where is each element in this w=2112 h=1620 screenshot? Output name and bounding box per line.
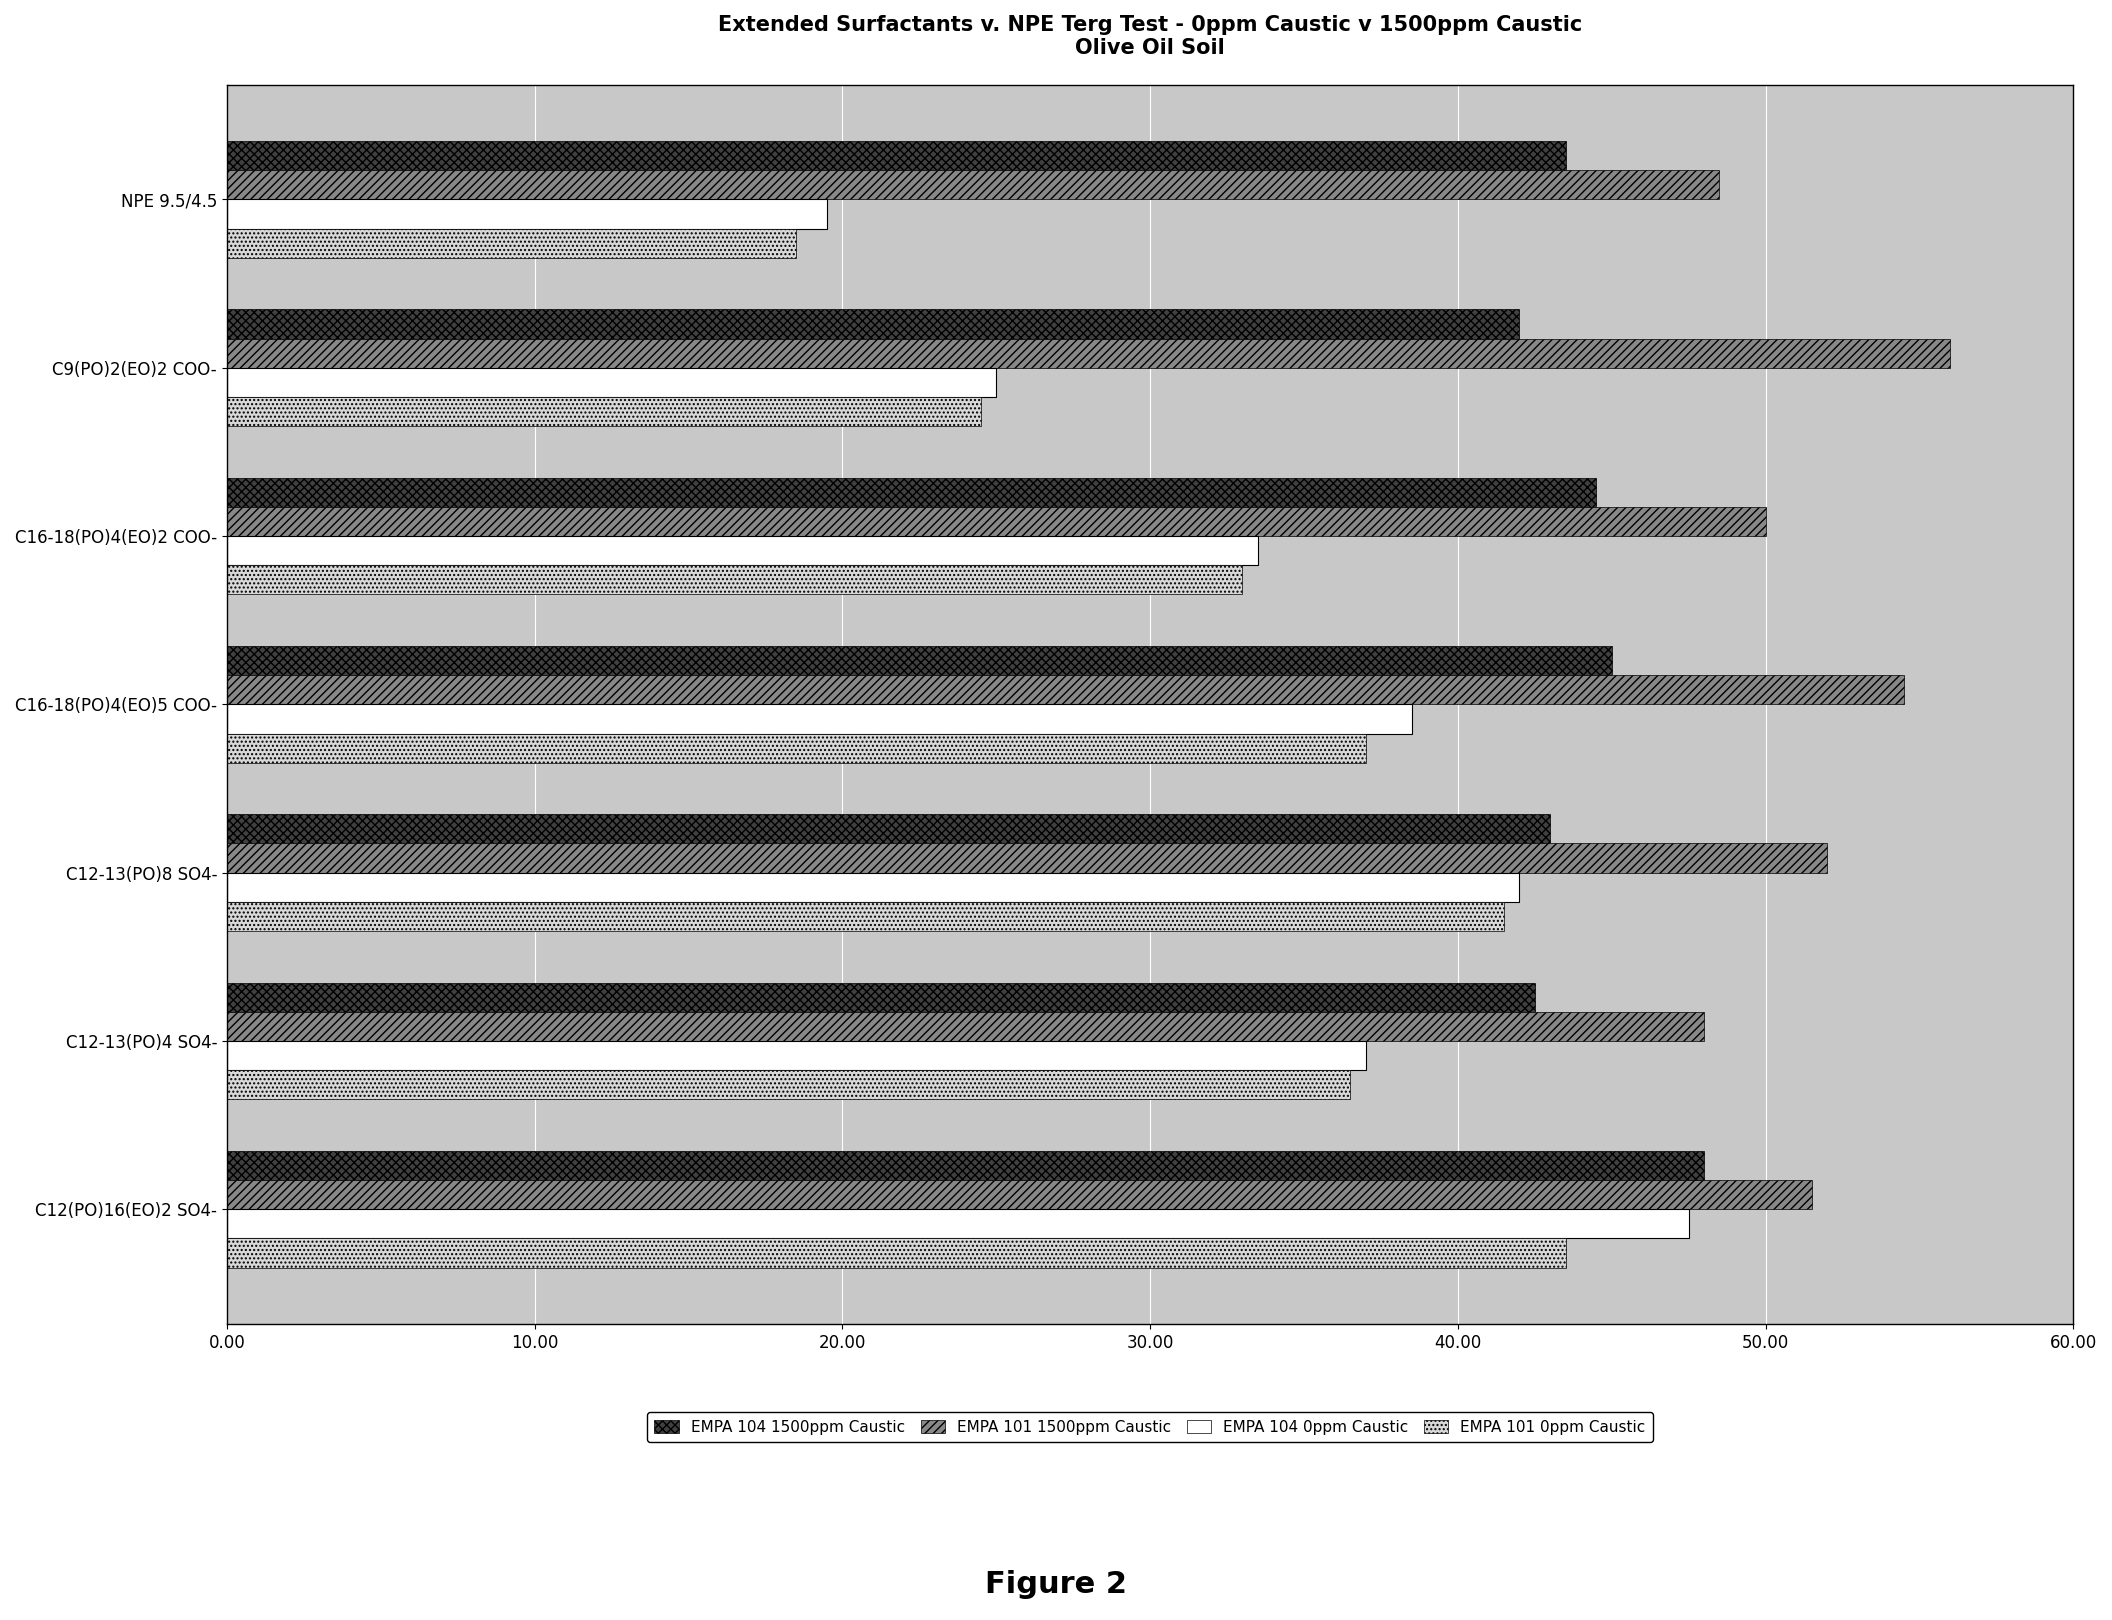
Bar	[226, 983, 1535, 1012]
Text: Figure 2: Figure 2	[984, 1570, 1128, 1599]
Bar	[226, 1150, 1704, 1179]
Bar	[226, 170, 1719, 199]
Bar	[226, 844, 1827, 873]
Bar	[226, 705, 1411, 734]
Bar	[226, 873, 1519, 902]
Legend: EMPA 104 1500ppm Caustic, EMPA 101 1500ppm Caustic, EMPA 104 0ppm Caustic, EMPA : EMPA 104 1500ppm Caustic, EMPA 101 1500p…	[646, 1413, 1654, 1442]
Bar	[226, 734, 1366, 763]
Bar	[226, 646, 1611, 676]
Bar	[226, 565, 1242, 595]
Bar	[226, 815, 1550, 844]
Bar	[226, 1209, 1690, 1238]
Bar	[226, 676, 1905, 705]
Bar	[226, 397, 980, 426]
Bar	[226, 228, 796, 258]
Bar	[226, 1179, 1812, 1209]
Bar	[226, 902, 1504, 931]
Bar	[226, 339, 1949, 368]
Title: Extended Surfactants v. NPE Terg Test - 0ppm Caustic v 1500ppm Caustic
Olive Oil: Extended Surfactants v. NPE Terg Test - …	[718, 15, 1582, 58]
Bar	[226, 309, 1519, 339]
Bar	[226, 507, 1766, 536]
Bar	[226, 1012, 1704, 1042]
Bar	[226, 1071, 1350, 1100]
Bar	[226, 1238, 1565, 1267]
Bar	[226, 199, 828, 228]
Bar	[226, 1042, 1366, 1071]
Bar	[226, 536, 1259, 565]
Bar	[226, 478, 1597, 507]
Bar	[226, 141, 1565, 170]
Bar	[226, 368, 997, 397]
